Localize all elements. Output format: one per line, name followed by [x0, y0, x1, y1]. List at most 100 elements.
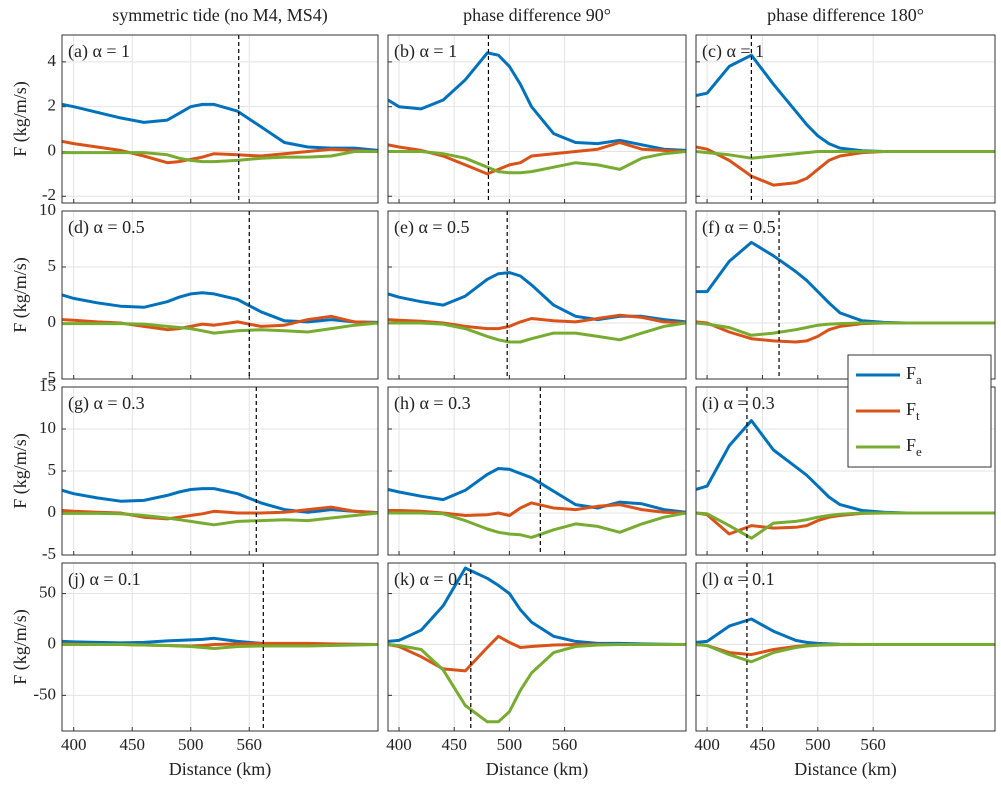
panel-label: (k) α = 0.1 — [394, 569, 471, 590]
panel-label: (g) α = 0.3 — [68, 393, 145, 414]
line-series — [696, 321, 995, 337]
panel-label: (i) α = 0.3 — [702, 393, 775, 414]
y-tick-label: -5 — [42, 544, 56, 563]
column-title: symmetric tide (no M4, MS4) — [112, 5, 327, 26]
panel-label: (f) α = 0.5 — [702, 217, 776, 238]
line-series — [696, 150, 995, 160]
plot-area — [696, 35, 995, 203]
y-tick-label: 5 — [48, 460, 57, 479]
y-tick-label: -2 — [42, 185, 56, 204]
x-tick-label: 560 — [552, 735, 578, 754]
panel: -2 0 2 4 (a) α = 1 symmetric tide (no M4, MS4… — [10, 5, 379, 204]
x-tick-label: 560 — [860, 735, 886, 754]
y-tick-label: 0 — [48, 312, 57, 331]
panel-label: (d) α = 0.5 — [68, 217, 145, 238]
x-axis-label: Distance (km) — [486, 759, 588, 780]
y-tick-label: 0 — [48, 633, 57, 652]
y-tick-label: 10 — [39, 418, 56, 437]
legend-label: Fe — [906, 435, 922, 459]
y-axis-label: F (kg/m/s) — [10, 81, 31, 157]
y-tick-label: 5 — [48, 256, 57, 275]
panel-label: (h) α = 0.3 — [394, 393, 471, 414]
y-tick-label: 50 — [39, 582, 56, 601]
x-tick-label: 400 — [694, 735, 720, 754]
panel: (f) α = 0.5 — [695, 210, 996, 380]
plot-area — [696, 563, 995, 731]
line-series — [62, 643, 378, 650]
y-axis-label: F (kg/m/s) — [10, 433, 31, 509]
axes-frame — [61, 562, 379, 732]
line-series — [62, 150, 378, 164]
y-tick-label: 0 — [48, 140, 57, 159]
axes-frame — [695, 562, 996, 732]
panel-label: (e) α = 0.5 — [394, 217, 470, 238]
axes-frame — [387, 210, 687, 380]
line-series — [62, 511, 378, 527]
x-tick-label: 400 — [61, 735, 87, 754]
panel: 400 450 500 560 (k) α = 0.1 Distance (km) — [386, 562, 687, 780]
y-axis-label: F (kg/m/s) — [10, 609, 31, 685]
y-tick-label: 0 — [48, 502, 57, 521]
axes-frame — [695, 34, 996, 204]
y-tick-label: 15 — [39, 376, 56, 395]
panel: -5 0 5 10 15 (g) α = 0.3 F (kg/m/s) — [10, 376, 379, 563]
x-tick-label: 450 — [119, 735, 145, 754]
axes-frame — [695, 210, 996, 380]
axes-frame — [61, 34, 379, 204]
line-series — [696, 643, 995, 664]
x-axis-label: Distance (km) — [794, 759, 896, 780]
plot-area — [62, 35, 378, 203]
y-tick-label: -5 — [42, 368, 56, 387]
column-title: phase difference 180° — [767, 5, 924, 25]
plot-area — [388, 35, 686, 203]
x-tick-label: 500 — [497, 735, 523, 754]
legend-label: Ft — [906, 399, 920, 423]
line-series — [62, 102, 378, 152]
line-series — [388, 321, 686, 344]
line-series — [62, 321, 378, 335]
panel-label: (l) α = 0.1 — [702, 569, 775, 590]
plot-area — [696, 211, 995, 379]
y-tick-label: 4 — [48, 51, 57, 70]
axes-frame — [61, 386, 379, 556]
column-title: phase difference 90° — [463, 5, 611, 25]
line-series — [388, 643, 686, 724]
axes-frame — [695, 386, 996, 556]
line-series — [388, 150, 686, 175]
panel-label: (b) α = 1 — [394, 41, 457, 62]
line-series — [388, 51, 686, 152]
legend-label: Fa — [906, 363, 922, 387]
plot-area — [388, 211, 686, 379]
x-tick-label: 450 — [441, 735, 467, 754]
axes-frame — [387, 386, 687, 556]
x-tick-label: 560 — [237, 735, 263, 754]
x-tick-label: 500 — [805, 735, 831, 754]
line-series — [696, 511, 995, 540]
panel: -5 0 5 10 (d) α = 0.5 F (kg/m/s) — [10, 200, 379, 387]
panel: 400 450 500 560 -50 0 50 (j) α = 0.1 F (kg/m/s) D… — [10, 562, 379, 780]
line-series — [388, 467, 686, 514]
x-axis-label: Distance (km) — [169, 759, 271, 780]
y-tick-label: 10 — [39, 200, 56, 219]
x-tick-label: 500 — [178, 735, 204, 754]
y-tick-label: 2 — [48, 96, 57, 115]
panel-label: (j) α = 0.1 — [68, 569, 141, 590]
x-tick-label: 450 — [750, 735, 776, 754]
y-tick-label: -50 — [33, 684, 56, 703]
panel: (h) α = 0.3 — [387, 386, 687, 556]
panel-label: (a) α = 1 — [68, 41, 130, 62]
line-series — [62, 291, 378, 324]
panel: 400 450 500 560 (l) α = 0.1 Distance (km) — [694, 562, 996, 780]
axes-frame — [387, 562, 687, 732]
axes-frame — [61, 210, 379, 380]
legend: Fa Ft Fe — [847, 354, 992, 468]
line-series — [388, 511, 686, 539]
y-axis-label: F (kg/m/s) — [10, 257, 31, 333]
line-series — [62, 139, 378, 165]
panel: (b) α = 1 phase difference 90° — [387, 5, 687, 204]
panel-label: (c) α = 1 — [702, 41, 764, 62]
line-series — [62, 487, 378, 515]
